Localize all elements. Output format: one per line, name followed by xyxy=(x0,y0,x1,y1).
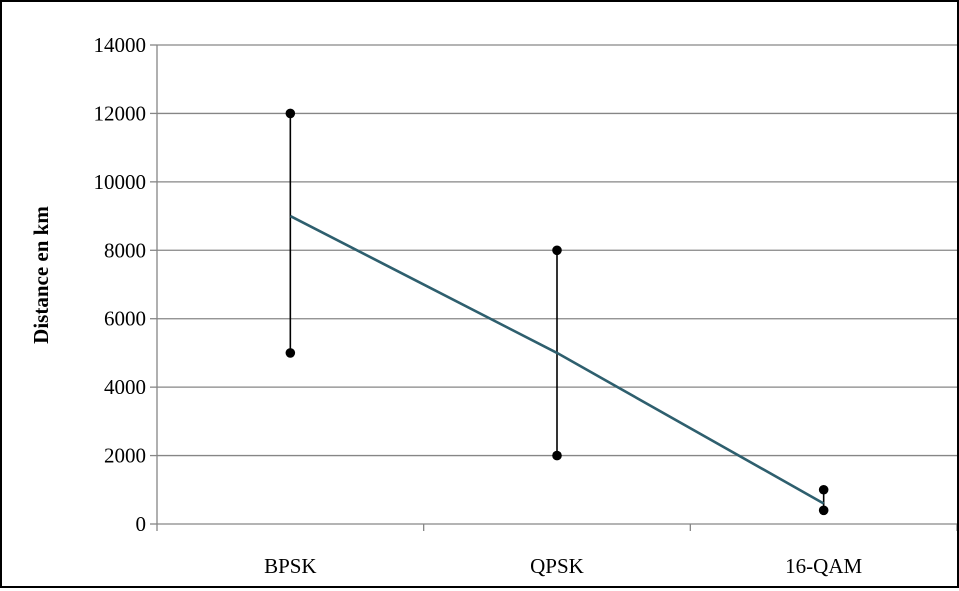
y-tick-labels: 0 2000 4000 6000 8000 10000 12000 14000 xyxy=(94,33,147,536)
x-tick-label: QPSK xyxy=(530,554,584,578)
series xyxy=(289,214,825,505)
y-tick-label: 14000 xyxy=(94,33,147,57)
x-tick-label: BPSK xyxy=(264,554,317,578)
y-tick-label: 12000 xyxy=(94,101,147,125)
y-tick-label: 4000 xyxy=(104,375,146,399)
y-tick-label: 6000 xyxy=(104,307,146,331)
axes xyxy=(150,44,958,531)
y-tick-label: 10000 xyxy=(94,170,147,194)
series-line xyxy=(289,214,825,505)
range-low-marker xyxy=(285,348,296,358)
y-tick-label: 8000 xyxy=(104,238,146,262)
x-tick-labels: BPSK QPSK 16-QAM xyxy=(264,554,862,578)
range-high-marker xyxy=(818,484,829,495)
x-tick-label: 16-QAM xyxy=(785,554,862,578)
range-high-marker xyxy=(285,108,296,119)
range-low-marker xyxy=(552,450,562,461)
range-markers xyxy=(285,108,829,516)
range-low-marker xyxy=(818,505,829,516)
range-high-marker xyxy=(552,245,562,256)
y-tick-label: 0 xyxy=(136,512,147,536)
y-axis-label: Distance en km xyxy=(29,206,53,344)
y-tick-label: 2000 xyxy=(104,444,146,468)
